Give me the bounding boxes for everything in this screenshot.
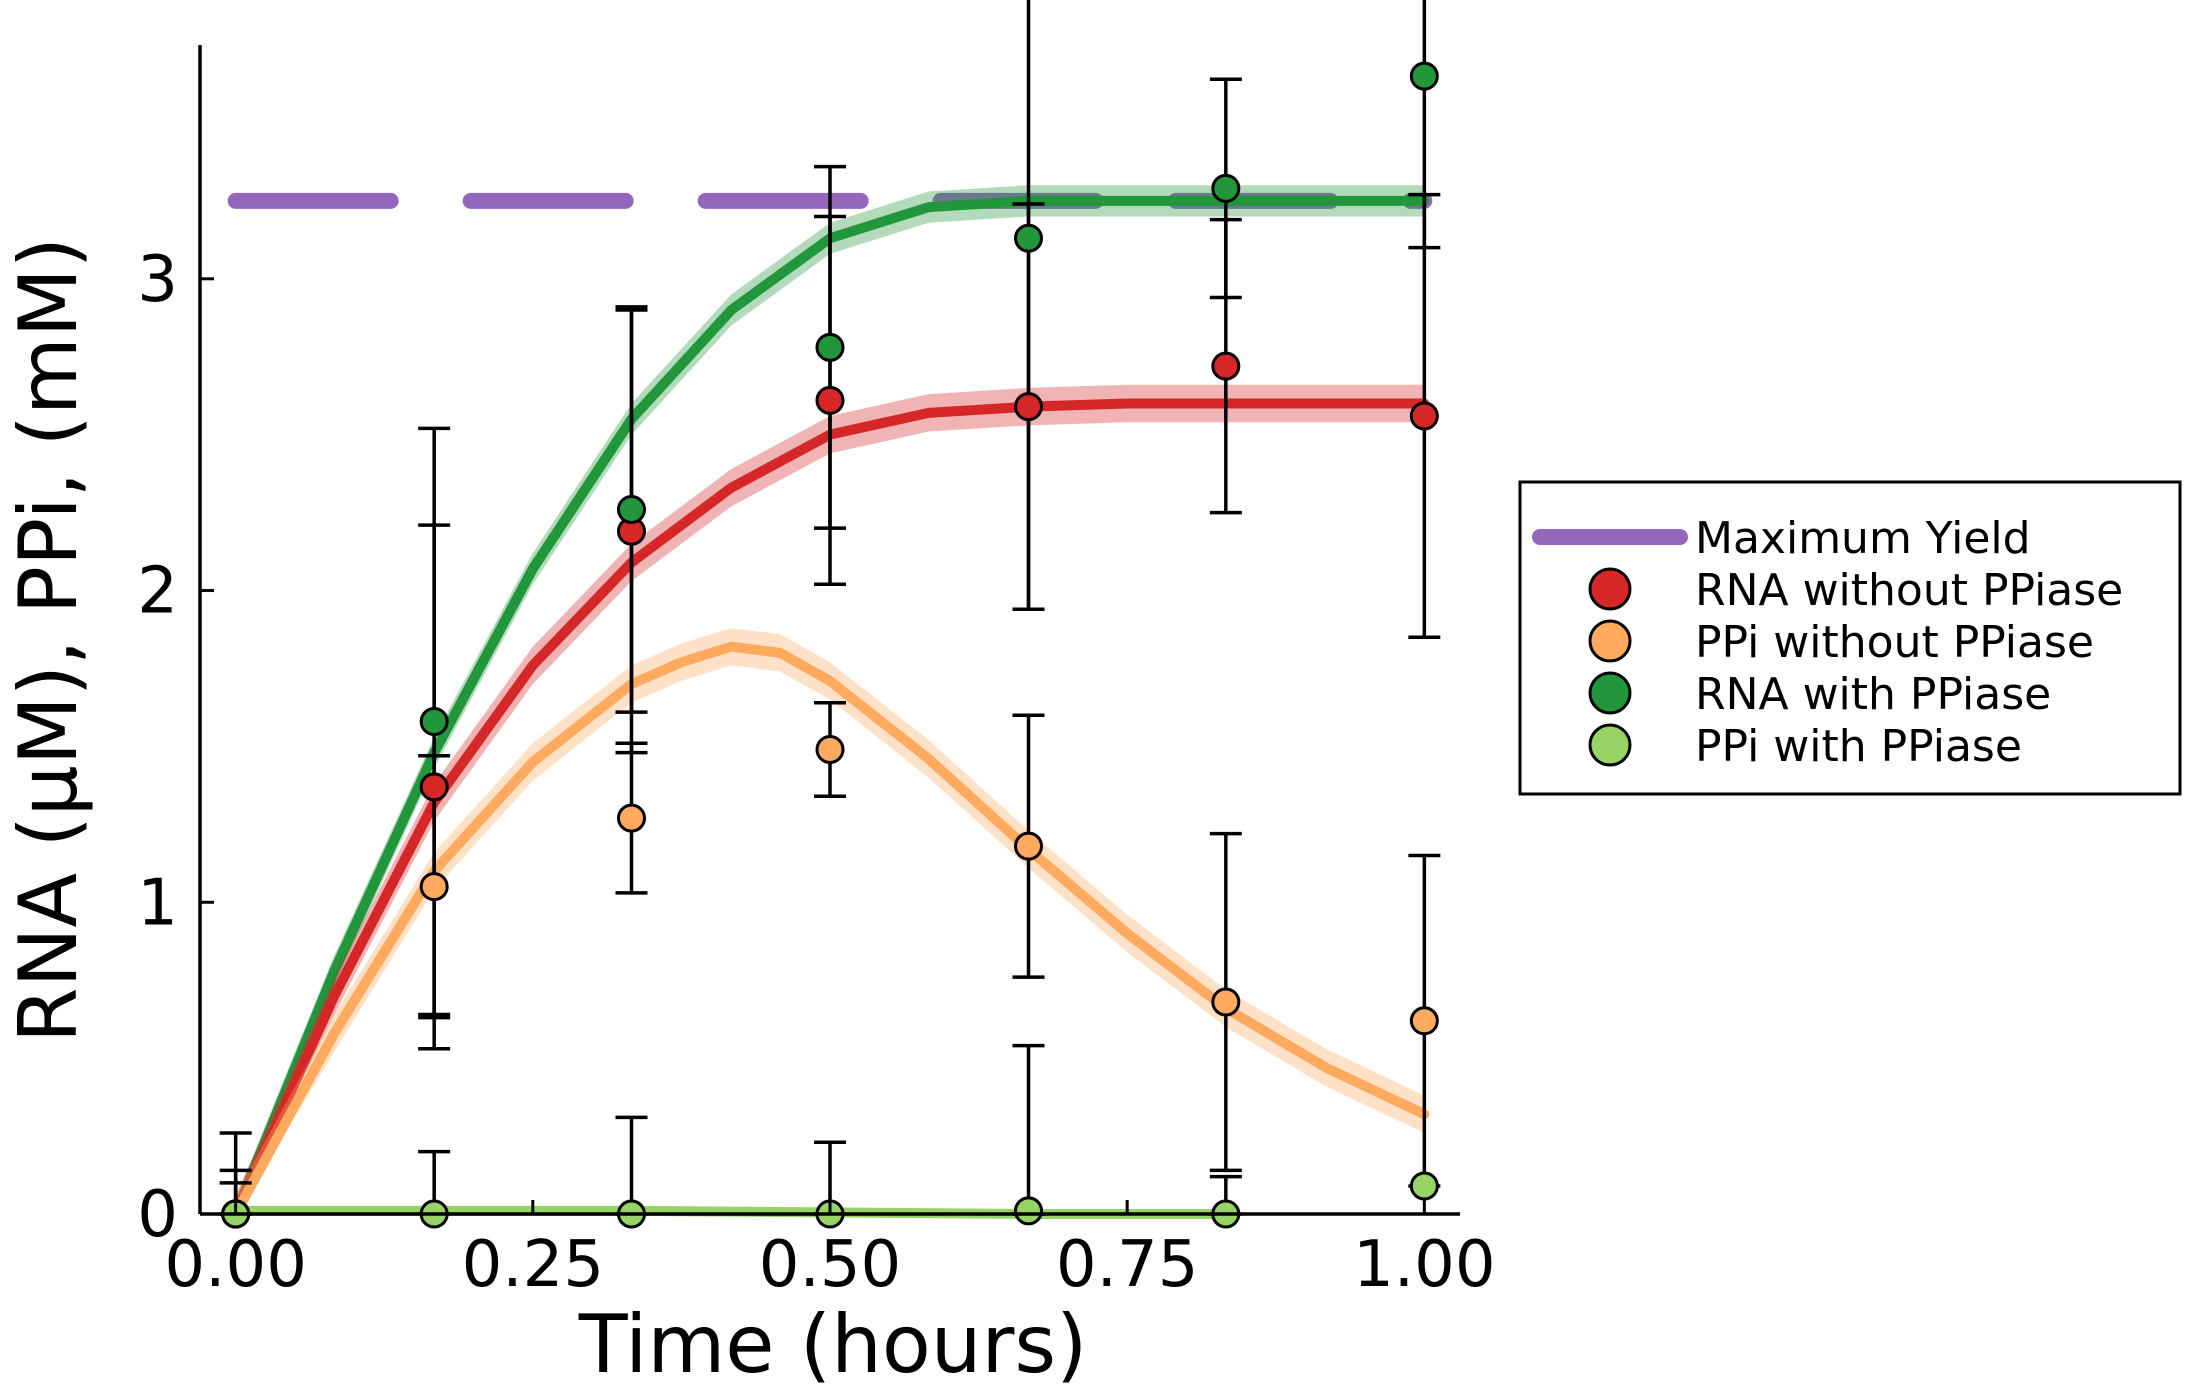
rna-with-ppiase-point: [1409, 61, 1439, 91]
x-tick-label: 0.75: [1056, 1228, 1199, 1302]
rna-with-ppiase-point: [616, 494, 646, 524]
rna-with-ppiase-point: [815, 332, 845, 362]
rna-without-ppiase-point: [1211, 351, 1241, 381]
ppi-without-ppiase-fit-band: [235, 627, 1425, 1214]
y-tick-label: 1: [137, 866, 178, 940]
rna-without-ppiase-point: [815, 385, 845, 415]
ppi-without-ppiase-point: [815, 735, 845, 765]
ppi-with-ppiase-point: [1014, 1196, 1044, 1226]
rna-without-ppiase-point: [1014, 392, 1044, 422]
rna-without-ppiase-point: [419, 772, 449, 802]
y-axis-label: RNA (μM), PPi, (mM): [2, 237, 95, 1043]
ppi-with-ppiase-point: [1409, 1171, 1439, 1201]
ppi-without-ppiase-point: [1014, 831, 1044, 861]
x-tick-label: 0.25: [462, 1228, 605, 1302]
ppi-without-ppiase-point: [1211, 987, 1241, 1017]
legend-ppi-with-ppiase-label: PPi with PPiase: [1695, 721, 2022, 772]
axes: 0.00 0.25 0.50 0.75 1.00 0 1 2 3: [137, 45, 1496, 1302]
x-tick-label: 1.00: [1353, 1228, 1496, 1302]
x-axis-label: Time (hours): [578, 1298, 1088, 1391]
y-tick-label: 2: [137, 555, 178, 629]
rna-with-ppiase-point: [1211, 173, 1241, 203]
legend-ppi-without-ppiase-label: PPi without PPiase: [1695, 617, 2094, 668]
ppi-without-ppiase-point: [616, 803, 646, 833]
x-tick-label: 0.50: [759, 1228, 902, 1302]
rna-with-ppiase-point: [419, 706, 449, 736]
plot-area: [219, 0, 1441, 1229]
x-tick-label: 0.00: [164, 1228, 307, 1302]
rna-without-ppiase-point: [1409, 401, 1439, 431]
ppi-without-ppiase-fit-line: [230, 641, 1430, 1219]
y-tick-label: 0: [137, 1178, 178, 1252]
y-tick-label: 3: [137, 243, 178, 317]
ppi-without-ppiase-point: [419, 872, 449, 902]
legend-rna-without-ppiase-label: RNA without PPiase: [1695, 565, 2123, 616]
legend-rna-without-ppiase-swatch: [1588, 567, 1632, 611]
legend-rna-with-ppiase-label: RNA with PPiase: [1695, 669, 2051, 720]
legend-rna-with-ppiase-swatch: [1588, 671, 1632, 715]
legend-ppi-with-ppiase-swatch: [1588, 723, 1632, 767]
legend-ppi-without-ppiase-swatch: [1588, 619, 1632, 663]
legend-maximum-yield-label: Maximum Yield: [1695, 513, 2031, 564]
rna-with-ppiase-point: [1014, 223, 1044, 253]
ppi-without-ppiase-point: [1409, 1006, 1439, 1036]
